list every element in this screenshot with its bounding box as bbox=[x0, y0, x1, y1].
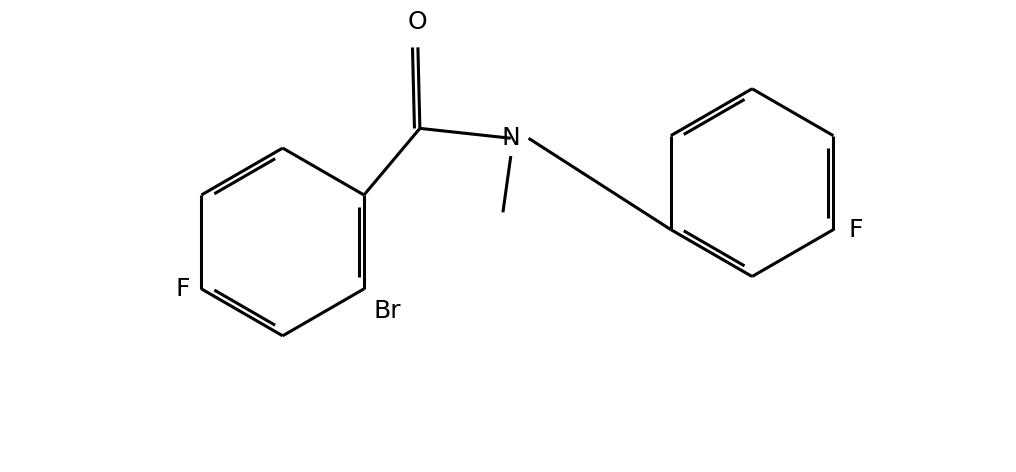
Text: N: N bbox=[502, 126, 520, 150]
Text: F: F bbox=[175, 277, 190, 301]
Text: F: F bbox=[848, 218, 863, 242]
Text: O: O bbox=[408, 10, 428, 34]
Text: Br: Br bbox=[374, 299, 401, 323]
